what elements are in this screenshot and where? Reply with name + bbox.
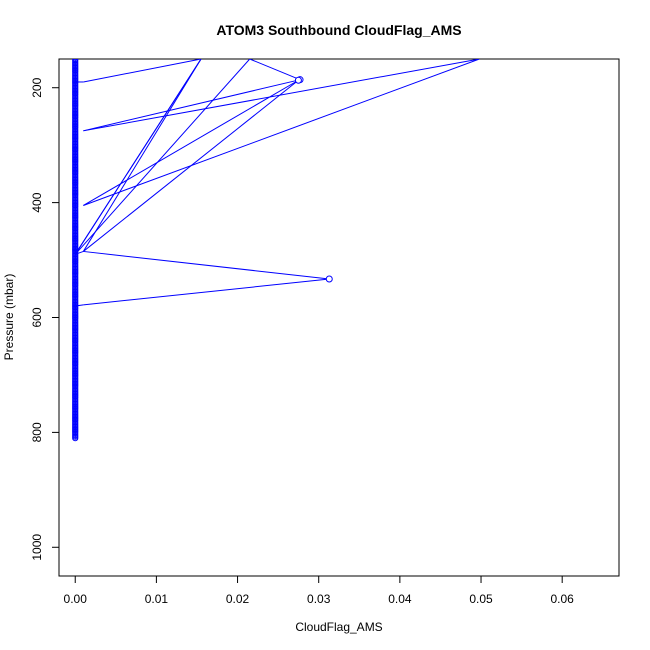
series-layer — [72, 59, 480, 442]
series-segment — [82, 59, 202, 252]
x-axis-label: CloudFlag_AMS — [295, 620, 382, 634]
y-axis: 200 400 600 800 1000 — [30, 77, 60, 561]
series-segment — [74, 59, 251, 255]
series-segment — [83, 79, 299, 252]
x-tick-label: 0.00 — [64, 592, 88, 606]
y-tick-label: 1000 — [30, 534, 44, 561]
series-segment — [83, 59, 480, 132]
series-segment — [83, 59, 202, 83]
data-point — [72, 435, 79, 442]
series-segment — [83, 79, 299, 206]
series-segment — [249, 59, 301, 81]
x-tick-label: 0.05 — [469, 592, 493, 606]
x-axis: 0.00 0.01 0.02 0.03 0.04 0.05 0.06 — [64, 575, 575, 606]
y-tick-label: 400 — [30, 192, 44, 212]
series-segment — [83, 250, 330, 280]
x-tick-label: 0.01 — [145, 592, 169, 606]
series-segment — [83, 79, 301, 132]
chart-title: ATOM3 Southbound CloudFlag_AMS — [216, 22, 461, 38]
x-tick-label: 0.03 — [307, 592, 331, 606]
x-tick-label: 0.02 — [226, 592, 250, 606]
y-tick-label: 600 — [30, 307, 44, 327]
data-point — [325, 275, 333, 283]
series-segment — [75, 250, 84, 255]
y-tick-label: 200 — [30, 77, 44, 97]
series-clip-group — [72, 59, 480, 442]
series-segment — [83, 278, 330, 306]
y-tick-label: 800 — [30, 422, 44, 442]
x-tick-label: 0.04 — [388, 592, 412, 606]
y-axis-label: Pressure (mbar) — [2, 274, 16, 361]
series-segment — [75, 304, 84, 307]
data-point — [294, 76, 302, 84]
series-segment — [74, 59, 202, 255]
plot-area-frame — [58, 58, 620, 577]
x-tick-label: 0.06 — [551, 592, 575, 606]
series-segment — [83, 59, 480, 206]
